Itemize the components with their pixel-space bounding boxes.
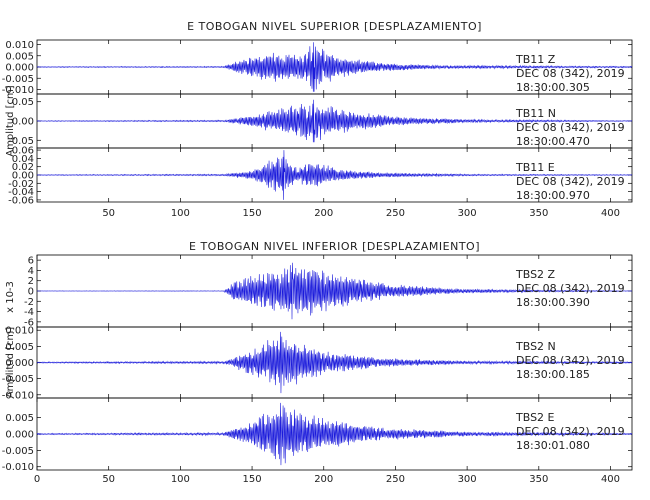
x-tick-label: 300 [458,208,477,219]
y-tick-label: -0.05 [8,136,34,147]
station-label: TB11 N [515,107,556,120]
x-tick-label: 50 [102,474,115,485]
y-tick-label: -0.04 [8,187,34,198]
x-tick-label: 400 [601,208,620,219]
waveform-trace [36,331,633,394]
y-tick-label: 0.000 [5,63,34,74]
station-label: TBS2 Z [515,268,556,281]
y-tick-label: 0.005 [5,342,34,353]
station-time: 18:30:00.970 [516,189,590,202]
y-tick-label: -0.005 [2,374,34,385]
x-tick-label: 350 [529,208,548,219]
station-time: 18:30:00.305 [516,81,590,94]
y-tick-label: 0.00 [12,171,34,182]
x-tick-label: 200 [314,208,333,219]
y-tick-label: 0.010 [5,40,34,51]
scale-factor-label: x 10-3 [5,281,16,313]
x-tick-label: 150 [243,208,262,219]
station-date: DEC 08 (342), 2019 [516,425,625,438]
y-tick-label: 0.06 [12,146,34,157]
station-time: 18:30:00.390 [516,296,590,309]
x-tick-label: 400 [601,474,620,485]
y-axis-label: Amplitud [cm] [5,327,16,398]
station-date: DEC 08 (342), 2019 [516,282,625,295]
station-label: TBS2 N [515,340,556,353]
y-tick-label: 0.005 [5,51,34,62]
station-date: DEC 08 (342), 2019 [516,121,625,134]
station-time: 18:30:01.080 [516,439,590,452]
x-tick-label: 200 [314,474,333,485]
station-time: 18:30:00.470 [516,135,590,148]
y-axis-label: Amplitud [cm] [5,85,16,156]
y-tick-label: -0.06 [8,195,34,206]
y-tick-label: 6 [28,256,34,267]
waveform-trace [36,150,633,200]
waveform-trace [36,402,633,466]
y-tick-label: 0.02 [12,162,34,173]
x-tick-label: 50 [102,208,115,219]
y-tick-label: 0.000 [5,430,34,441]
x-tick-label: 150 [243,474,262,485]
station-label: TB11 Z [515,53,556,66]
chart-title: E TOBOGAN NIVEL INFERIOR [DESPLAZAMIENTO… [189,240,480,253]
waveform-trace [37,262,633,320]
y-tick-label: 0.04 [12,154,34,165]
y-tick-label: -6 [24,317,34,328]
station-time: 18:30:00.185 [516,368,590,381]
station-label: TB11 E [515,161,555,174]
x-tick-label: 300 [458,474,477,485]
y-tick-label: 0 [28,287,34,298]
y-tick-label: 0.005 [5,413,34,424]
station-date: DEC 08 (342), 2019 [516,175,625,188]
y-tick-label: -0.02 [8,179,34,190]
y-tick-label: -4 [24,307,34,318]
waveform-trace [36,42,633,92]
y-tick-label: 4 [28,266,34,277]
y-tick-label: 2 [28,276,34,287]
station-label: TBS2 E [515,411,555,424]
station-date: DEC 08 (342), 2019 [516,354,625,367]
y-tick-label: -0.005 [2,74,34,85]
y-tick-label: 0.010 [5,326,34,337]
waveform-trace [36,99,633,143]
y-tick-label: 0.00 [12,117,34,128]
y-tick-label: -0.005 [2,446,34,457]
y-tick-label: -0.010 [2,462,34,473]
x-tick-label: 250 [386,474,405,485]
x-tick-label: 100 [171,208,190,219]
x-tick-label: 100 [171,474,190,485]
chart-title: E TOBOGAN NIVEL SUPERIOR [DESPLAZAMIENTO… [187,20,482,33]
y-tick-label: -2 [24,297,34,308]
x-tick-label: 350 [529,474,548,485]
station-date: DEC 08 (342), 2019 [516,67,625,80]
x-tick-label: 250 [386,208,405,219]
y-tick-label: -0.010 [2,390,34,401]
y-tick-label: -0.010 [2,85,34,96]
y-tick-label: 0.05 [12,97,34,108]
y-tick-label: 0.000 [5,358,34,369]
x-tick-label: 0 [34,474,40,485]
